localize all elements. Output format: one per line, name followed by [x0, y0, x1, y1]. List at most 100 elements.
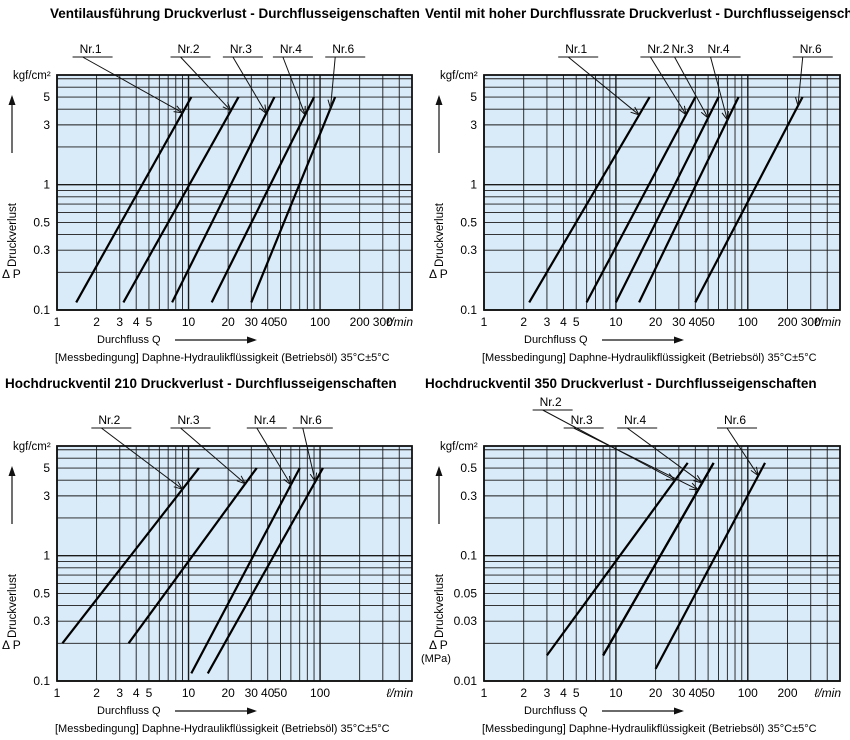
- x-tick-label: 1: [481, 686, 488, 700]
- x-tick-label: 30: [672, 686, 686, 700]
- label-arrowhead: [689, 482, 700, 491]
- series-line-Nr.4: [190, 467, 301, 674]
- y-tick-label: 1: [470, 178, 477, 192]
- x-unit: ℓ/min: [386, 686, 413, 700]
- chart-title: Ventil mit hoher Durchflussrate Druckver…: [425, 6, 850, 21]
- label-arrowhead: [327, 99, 335, 110]
- series-label: Nr.6: [332, 42, 354, 56]
- x-unit: ℓ/min: [386, 315, 413, 329]
- y-tick-label: 0.1: [460, 303, 477, 317]
- x-tick-label: 4: [560, 315, 567, 329]
- series-line-Nr.2: [61, 467, 200, 644]
- series-group: [75, 96, 337, 303]
- y-tick-label: 5: [43, 461, 50, 475]
- y-tick-labels: 0.1 0.3 0.5 1 3 5: [33, 90, 50, 317]
- y-tick-label: 3: [43, 489, 50, 503]
- series-labels: Nr.2 Nr.3 Nr.4 Nr.6: [91, 413, 333, 491]
- x-axis-label: Durchfluss Q: [97, 334, 161, 346]
- label-leader: [797, 56, 804, 106]
- series-label: Nr.3: [178, 413, 200, 427]
- label-arrowhead: [750, 466, 759, 477]
- label-arrowhead: [665, 473, 677, 482]
- x-tick-label: 10: [182, 686, 196, 700]
- x-tick-label: 50: [274, 315, 288, 329]
- x-axis-arrowhead: [247, 336, 257, 344]
- series-line-Nr.3: [127, 467, 258, 644]
- y-tick-label: 3: [43, 118, 50, 132]
- x-tick-label: 20: [649, 686, 663, 700]
- label-leader: [573, 427, 699, 491]
- x-tick-label: 1: [54, 315, 61, 329]
- label-arrowhead: [795, 97, 803, 108]
- y-axis-symbol: Δ P: [2, 638, 21, 652]
- series-label: Nr.6: [800, 42, 822, 56]
- y-tick-label: 0.1: [460, 549, 477, 563]
- x-axis-arrowhead: [247, 707, 257, 715]
- chart-title: Ventilausführung Druckverlust - Durchflu…: [50, 6, 420, 21]
- label-arrowhead: [173, 105, 184, 114]
- y-tick-labels: 0.1 0.3 0.5 1 3 5: [460, 90, 477, 317]
- x-axis-label: Durchfluss Q: [97, 705, 161, 717]
- y-unit-sub: (MPa): [421, 653, 451, 665]
- y-tick-label: 0.01: [454, 674, 478, 688]
- x-tick-label: 2: [93, 686, 100, 700]
- y-tick-label: 0.5: [460, 461, 477, 475]
- series-label: Nr.4: [708, 42, 730, 56]
- y-tick-label: 0.3: [33, 243, 50, 257]
- series-label: Nr.1: [565, 42, 587, 56]
- measurement-condition: [Messbedingung] Daphne-Hydraulikflüssigk…: [482, 352, 817, 364]
- x-tick-label: 40: [689, 686, 703, 700]
- x-unit: ℓ/min: [814, 686, 841, 700]
- x-tick-label: 20: [221, 315, 235, 329]
- label-arrowhead: [700, 108, 709, 120]
- chart-panel-4: Hochdruckventil 350 Druckverlust - Durch…: [421, 376, 841, 735]
- x-tick-label: 4: [133, 315, 140, 329]
- x-tick-label: 4: [560, 686, 567, 700]
- x-tick-label: 100: [310, 315, 330, 329]
- label-leader: [256, 427, 292, 486]
- label-leader: [567, 56, 640, 116]
- label-arrowhead: [283, 475, 292, 486]
- label-arrowhead: [222, 102, 232, 112]
- x-tick-label: 5: [146, 686, 153, 700]
- chart-title: Hochdruckventil 350 Druckverlust - Durch…: [425, 376, 817, 391]
- label-leader: [626, 427, 703, 484]
- y-axis-symbol: Δ P: [429, 267, 448, 281]
- x-tick-label: 10: [609, 315, 623, 329]
- grid: [56, 446, 413, 682]
- y-tick-label: 0.5: [33, 586, 50, 600]
- label-arrowhead: [298, 105, 306, 117]
- y-tick-label: 0.1: [33, 674, 50, 688]
- x-tick-label: 30: [245, 315, 259, 329]
- y-unit: kgf/cm²: [13, 441, 51, 453]
- y-tick-label: 0.3: [460, 489, 477, 503]
- chart-panel-3: Hochdruckventil 210 Druckverlust - Durch…: [2, 376, 413, 735]
- y-tick-label: 0.1: [33, 303, 50, 317]
- plot-area: [484, 446, 840, 681]
- x-axis-label: Durchfluss Q: [524, 334, 588, 346]
- series-line-Nr.2: [122, 96, 240, 303]
- x-tick-label: 5: [146, 315, 153, 329]
- x-tick-labels: 1 2 3 4 5 10 20 30 40 50 100: [54, 686, 331, 700]
- y-axis-label: Druckverlust: [7, 202, 19, 267]
- y-axis-arrowhead: [435, 95, 443, 105]
- y-tick-label: 0.03: [454, 614, 478, 628]
- label-arrowhead: [721, 111, 729, 122]
- series-label: Nr.2: [647, 42, 669, 56]
- y-tick-label: 0.3: [33, 614, 50, 628]
- label-arrowhead: [236, 475, 247, 485]
- label-leader: [710, 56, 728, 121]
- plot-area: [57, 446, 412, 681]
- x-tick-label: 40: [261, 315, 275, 329]
- x-tick-label: 3: [544, 686, 551, 700]
- chart-title: Hochdruckventil 210 Druckverlust - Durch…: [5, 376, 397, 391]
- x-tick-label: 4: [133, 686, 140, 700]
- y-tick-label: 0.5: [460, 215, 477, 229]
- y-tick-labels: 0.1 0.3 0.5 1 3 5: [33, 461, 50, 688]
- label-leader: [282, 56, 306, 116]
- y-axis-symbol: Δ P: [429, 638, 448, 652]
- x-axis-arrowhead: [674, 707, 684, 715]
- label-leader: [180, 427, 246, 485]
- chart-panel-2: Ventil mit hoher Durchflussrate Druckver…: [425, 6, 850, 364]
